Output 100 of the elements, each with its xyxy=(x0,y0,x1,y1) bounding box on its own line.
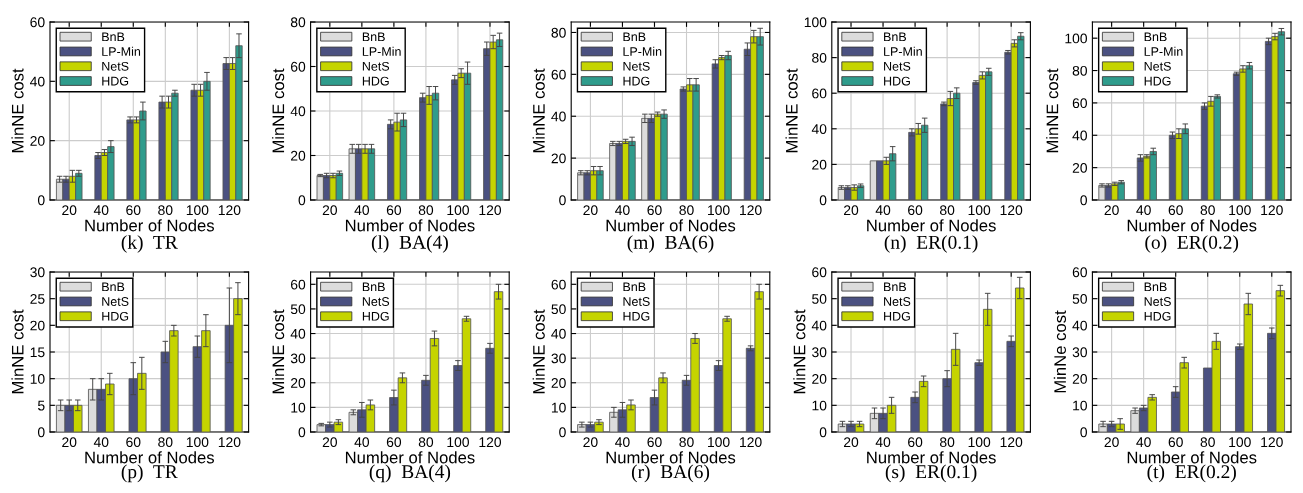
y-tick-label: 60 xyxy=(1072,98,1087,109)
x-tick-label: 60 xyxy=(647,205,662,216)
y-tick-label: 100 xyxy=(804,17,827,28)
x-tick-label: 60 xyxy=(386,437,402,448)
y-tick-label: 60 xyxy=(291,61,306,72)
legend-label: HDG xyxy=(623,76,650,86)
x-tick-label: 80 xyxy=(158,437,173,448)
x-tick-label: 120 xyxy=(479,205,502,216)
legend-label: BnB xyxy=(623,32,646,42)
y-axis-title: MinNE cost xyxy=(793,309,806,394)
y-tick-label: 25 xyxy=(30,294,45,304)
y-tick-label: 80 xyxy=(290,17,306,28)
x-tick-label: 20 xyxy=(843,205,859,216)
x-tick-label: 100 xyxy=(968,205,991,216)
y-tick-label: 20 xyxy=(290,150,306,161)
y-tick-label: 60 xyxy=(1072,267,1087,278)
legend-label: HDG xyxy=(884,76,910,86)
x-tick-label: 120 xyxy=(740,437,762,448)
x-tick-label: 60 xyxy=(647,437,662,448)
y-tick-label: 40 xyxy=(551,328,566,339)
y-tick-label: 5 xyxy=(37,400,45,411)
x-axis-title: Number of Nodes xyxy=(606,451,736,464)
x-axis-title: Number of Nodes xyxy=(345,451,475,464)
text: (o) ER(0.2) xyxy=(1145,235,1239,253)
x-axis-title: Number of Nodes xyxy=(1127,451,1257,464)
y-tick-label: 20 xyxy=(551,378,566,388)
x-tick-label: 40 xyxy=(1136,437,1151,448)
x-tick-label: 40 xyxy=(1136,205,1151,216)
x-axis-title: Number of Nodes xyxy=(345,219,475,232)
y-tick-label: 60 xyxy=(551,69,566,80)
legend-label: BnB xyxy=(884,32,907,42)
y-axis-title: MinNE cost xyxy=(271,309,285,394)
legend-label: NetS xyxy=(623,297,650,306)
legend-label: NetS xyxy=(102,297,129,306)
legend-label: LP-Min xyxy=(362,46,401,56)
x-tick-label: 60 xyxy=(908,437,923,448)
x-tick-label: 120 xyxy=(1261,205,1283,216)
legend-label: BnB xyxy=(1144,32,1167,42)
x-tick-label: 100 xyxy=(968,437,991,448)
x-tick-label: 40 xyxy=(615,437,630,448)
y-tick-label: 40 xyxy=(1072,130,1087,141)
legend-label: NetS xyxy=(884,297,911,306)
x-tick-label: 20 xyxy=(1104,205,1119,216)
y-tick-label: 0 xyxy=(37,427,45,438)
x-axis-title: Number of Nodes xyxy=(867,451,996,464)
y-tick-label: 100 xyxy=(1065,33,1087,44)
y-tick-label: 60 xyxy=(812,267,827,278)
legend-label: HDG xyxy=(884,311,910,321)
x-tick-label: 80 xyxy=(418,437,434,448)
x-tick-label: 100 xyxy=(447,437,469,448)
y-axis-title: MinNE cost xyxy=(1046,68,1059,153)
x-tick-label: 80 xyxy=(940,205,955,216)
text: (p) TR xyxy=(121,464,178,483)
legend-label: HDG xyxy=(102,311,129,321)
text: (t) ER(0.2) xyxy=(1147,464,1236,483)
y-tick-label: 0 xyxy=(1080,427,1087,438)
y-tick-label: 60 xyxy=(30,17,45,28)
legend-label: BnB xyxy=(1144,282,1167,292)
x-tick-label: 100 xyxy=(1229,205,1251,216)
y-axis-title: MinNe cost xyxy=(1053,310,1067,393)
y-tick-label: 0 xyxy=(559,427,566,438)
x-tick-label: 100 xyxy=(447,205,469,216)
x-tick-label: 120 xyxy=(1000,437,1023,448)
x-tick-label: 20 xyxy=(62,205,77,216)
y-tick-label: 50 xyxy=(1072,294,1087,304)
x-tick-label: 20 xyxy=(322,205,337,216)
x-tick-label: 80 xyxy=(679,437,694,448)
y-tick-label: 0 xyxy=(1080,195,1087,206)
y-tick-label: 30 xyxy=(1072,347,1087,358)
text: (r) BA(6) xyxy=(631,464,710,483)
legend-label: BnB xyxy=(884,282,907,292)
legend-label: BnB xyxy=(102,32,125,42)
x-tick-label: 20 xyxy=(1104,437,1119,448)
x-tick-label: 80 xyxy=(158,205,173,216)
legend-label: NetS xyxy=(362,61,390,71)
y-tick-label: 10 xyxy=(1073,400,1087,411)
x-tick-label: 120 xyxy=(479,437,502,448)
x-tick-label: 120 xyxy=(1261,437,1283,448)
legend-label: LP-Min xyxy=(1144,46,1183,56)
legend-label: HDG xyxy=(362,311,389,321)
legend-label: NetS xyxy=(884,61,911,71)
x-tick-label: 20 xyxy=(583,205,598,216)
y-tick-label: 30 xyxy=(812,347,827,358)
y-tick-label: 50 xyxy=(551,304,566,315)
legend-label: NetS xyxy=(623,61,650,71)
y-tick-label: 10 xyxy=(551,402,566,413)
y-tick-label: 30 xyxy=(290,353,306,364)
x-axis-title: Number of Nodes xyxy=(85,451,215,464)
x-tick-label: 40 xyxy=(875,205,891,216)
legend-label: LP-Min xyxy=(623,46,662,56)
y-tick-label: 20 xyxy=(30,320,45,331)
legend-label: HDG xyxy=(623,311,650,321)
legend-label: NetS xyxy=(102,61,129,71)
legend-label: NetS xyxy=(1144,61,1171,71)
x-axis-title: Number of Nodes xyxy=(867,219,996,232)
x-tick-label: 20 xyxy=(62,437,77,448)
legend-label: LP-Min xyxy=(884,46,922,56)
x-tick-label: 100 xyxy=(708,437,730,448)
x-tick-label: 120 xyxy=(218,437,241,448)
y-tick-label: 20 xyxy=(551,153,566,164)
